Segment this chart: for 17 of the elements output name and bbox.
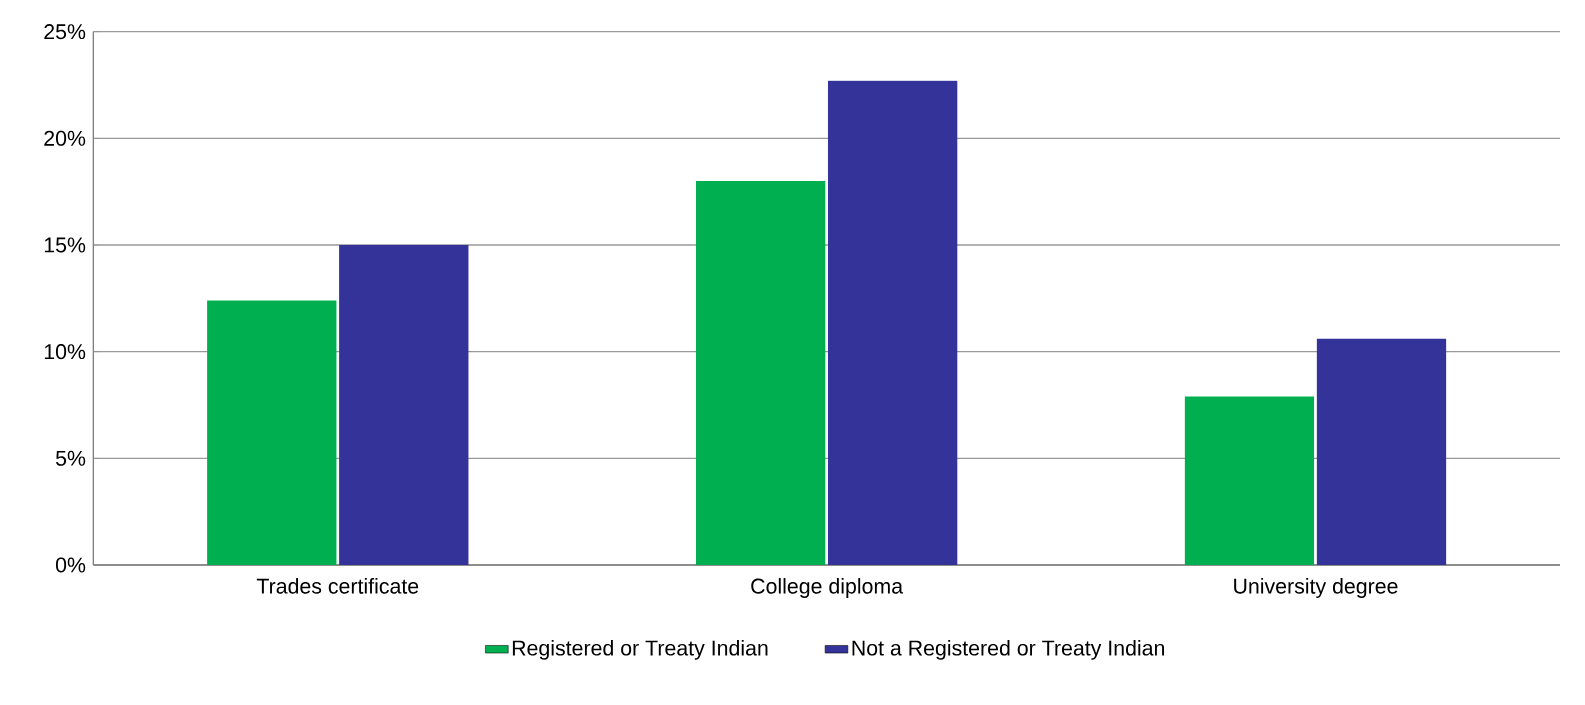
legend-label: Not a Registered or Treaty Indian — [852, 639, 1165, 660]
legend-label: Registered or Treaty Indian — [512, 639, 768, 660]
y-tick-label: 5% — [55, 450, 86, 466]
bar — [1316, 338, 1447, 565]
bar — [695, 180, 826, 565]
bar — [207, 300, 337, 565]
y-tick-label: 15% — [44, 237, 86, 253]
y-tick-label: 0% — [55, 557, 86, 573]
x-tick-label: Trades certificate — [256, 578, 419, 594]
x-tick-label: College diploma — [751, 578, 904, 598]
bar — [827, 80, 958, 565]
bar — [1184, 396, 1315, 565]
x-tick-label: University degree — [1234, 578, 1398, 598]
y-tick-label: 20% — [44, 130, 86, 146]
y-tick-label: 10% — [44, 344, 86, 360]
bar — [339, 244, 469, 565]
y-tick-label: 25% — [44, 24, 86, 40]
